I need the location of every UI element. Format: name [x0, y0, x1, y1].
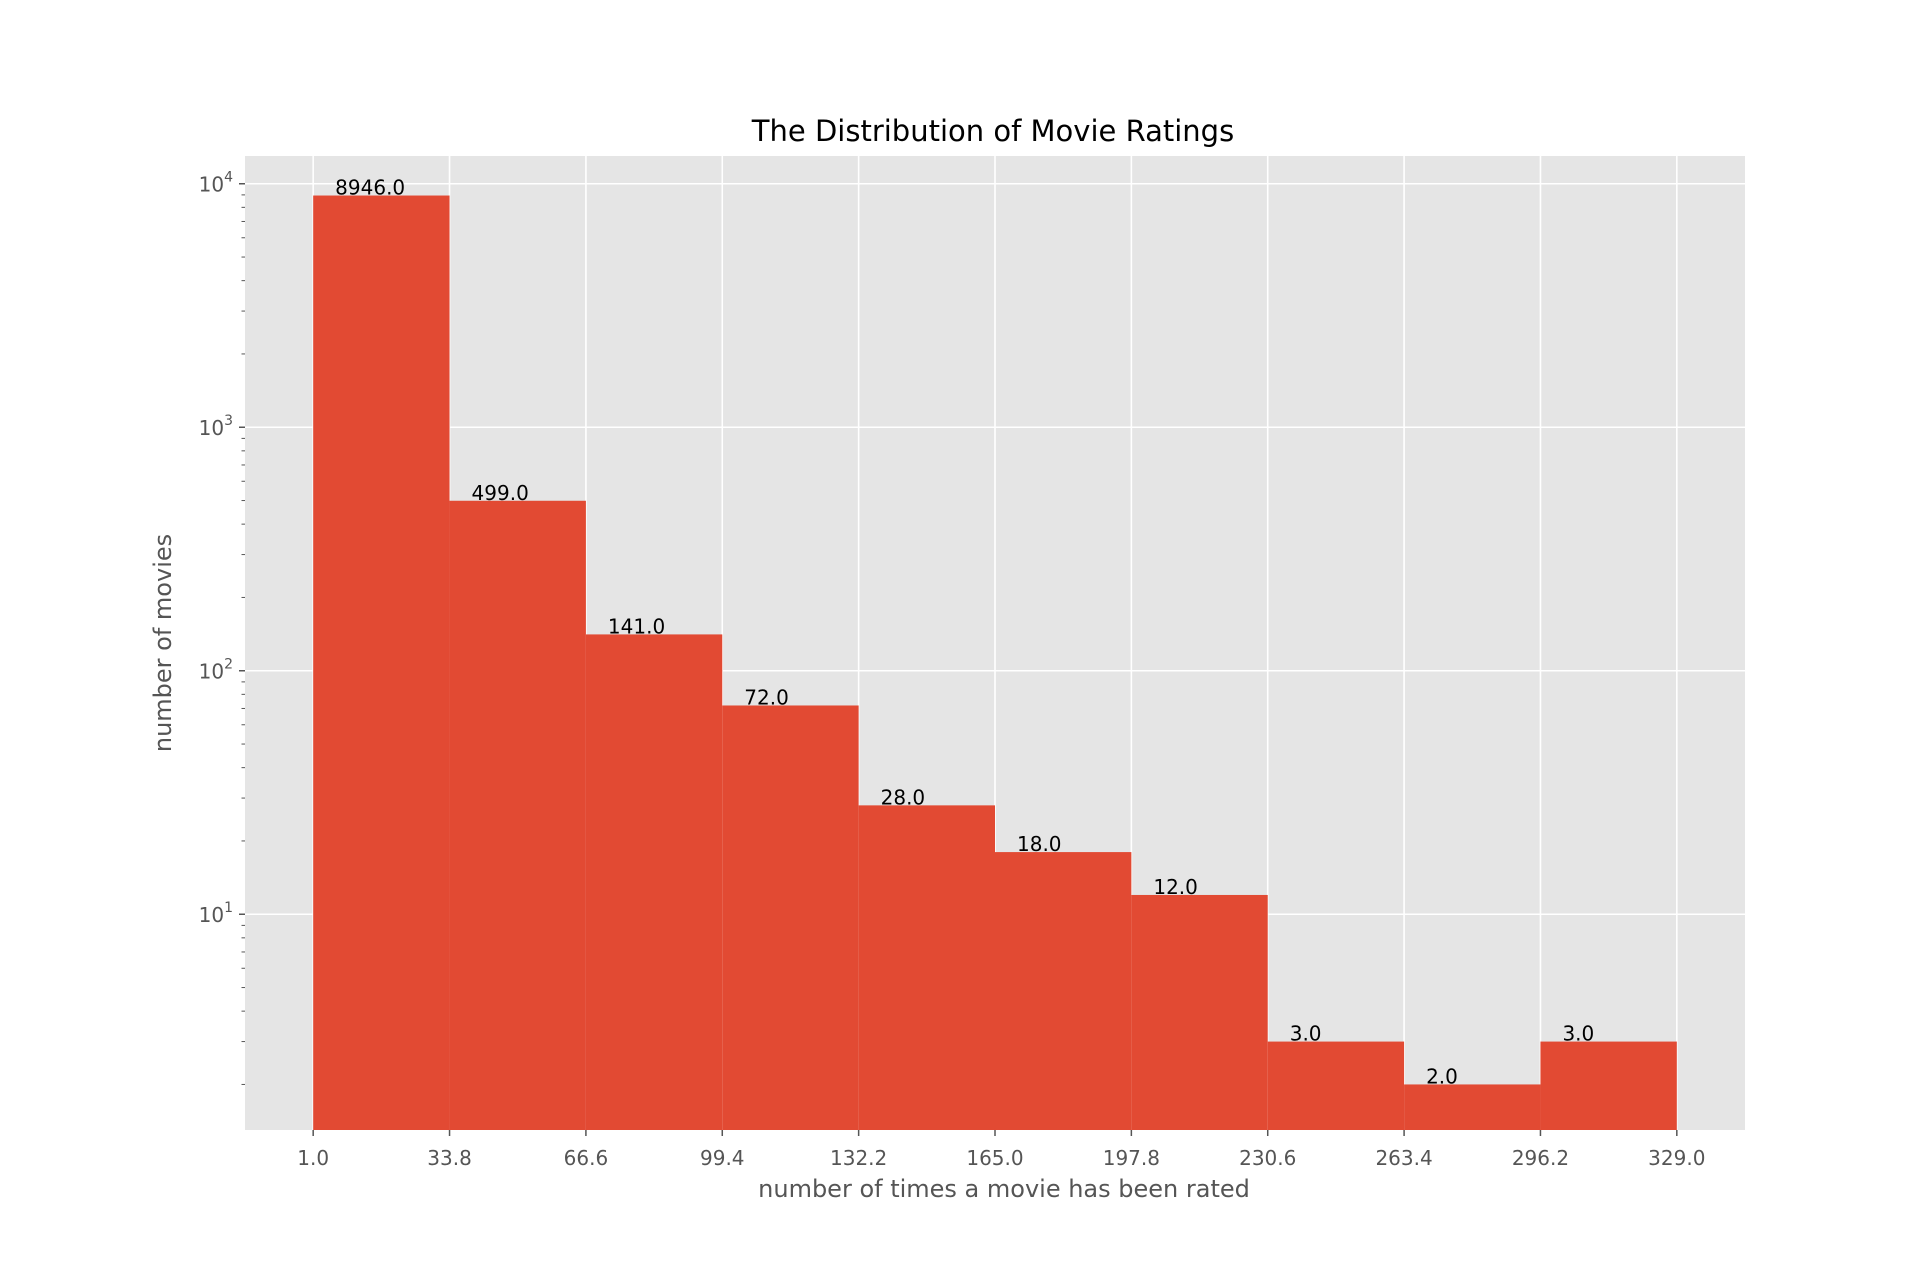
x-tick-label: 296.2: [1512, 1146, 1569, 1170]
y-axis-label: number of movies: [149, 534, 177, 752]
bar-value-label: 8946.0: [335, 176, 405, 200]
x-tick-label: 66.6: [564, 1146, 609, 1170]
bar-value-label: 2.0: [1426, 1064, 1458, 1088]
histogram-bars: [313, 195, 1677, 1131]
histogram-bar: [449, 500, 586, 1131]
bar-value-label: 72.0: [744, 685, 789, 709]
histogram-bar: [313, 195, 450, 1131]
x-tick-label: 230.6: [1239, 1146, 1296, 1170]
bar-value-label: 3.0: [1562, 1022, 1594, 1046]
y-tick-label: 103: [199, 413, 233, 440]
histogram-bar: [1267, 1041, 1405, 1130]
x-tick-label: 263.4: [1375, 1146, 1432, 1170]
histogram-bar: [858, 805, 995, 1130]
x-tick-label: 33.8: [427, 1146, 472, 1170]
histogram-bar: [1404, 1084, 1541, 1130]
bar-value-label: 28.0: [881, 785, 926, 809]
x-tick-label: 132.2: [830, 1146, 887, 1170]
bar-value-label: 141.0: [608, 614, 665, 638]
y-tick-label: 104: [199, 170, 233, 197]
histogram-bar: [585, 634, 723, 1130]
histogram-bar: [722, 705, 859, 1130]
x-axis-ticks: 1.0 33.8 66.6 99.4 132.2 165.0 197.8 230.6 263.4…: [297, 1130, 1705, 1170]
histogram-bar: [995, 852, 1132, 1130]
x-tick-label: 329.0: [1648, 1146, 1705, 1170]
y-tick-label: 102: [199, 657, 233, 684]
y-axis-ticks: 101 102 103 104: [199, 170, 245, 1085]
x-tick-label: 1.0: [297, 1146, 329, 1170]
x-axis-label: number of times a movie has been rated: [758, 1175, 1250, 1203]
grid-lines: [245, 156, 1745, 1130]
x-tick-label: 165.0: [966, 1146, 1023, 1170]
x-tick-label: 197.8: [1103, 1146, 1160, 1170]
y-tick-label: 101: [199, 900, 233, 927]
chart-title: The Distribution of Movie Ratings: [751, 114, 1234, 148]
histogram-bar: [1540, 1041, 1677, 1130]
x-tick-label: 99.4: [700, 1146, 745, 1170]
bar-value-label: 12.0: [1153, 875, 1198, 899]
bar-value-label: 18.0: [1017, 832, 1062, 856]
bar-value-labels: 8946.0 499.0 141.0 72.0 28.0 18.0 12.0 3.0 2.0 3.…: [335, 176, 1594, 1089]
bar-value-label: 499.0: [472, 481, 529, 505]
histogram-bar: [1131, 894, 1268, 1130]
bar-value-label: 3.0: [1290, 1022, 1322, 1046]
